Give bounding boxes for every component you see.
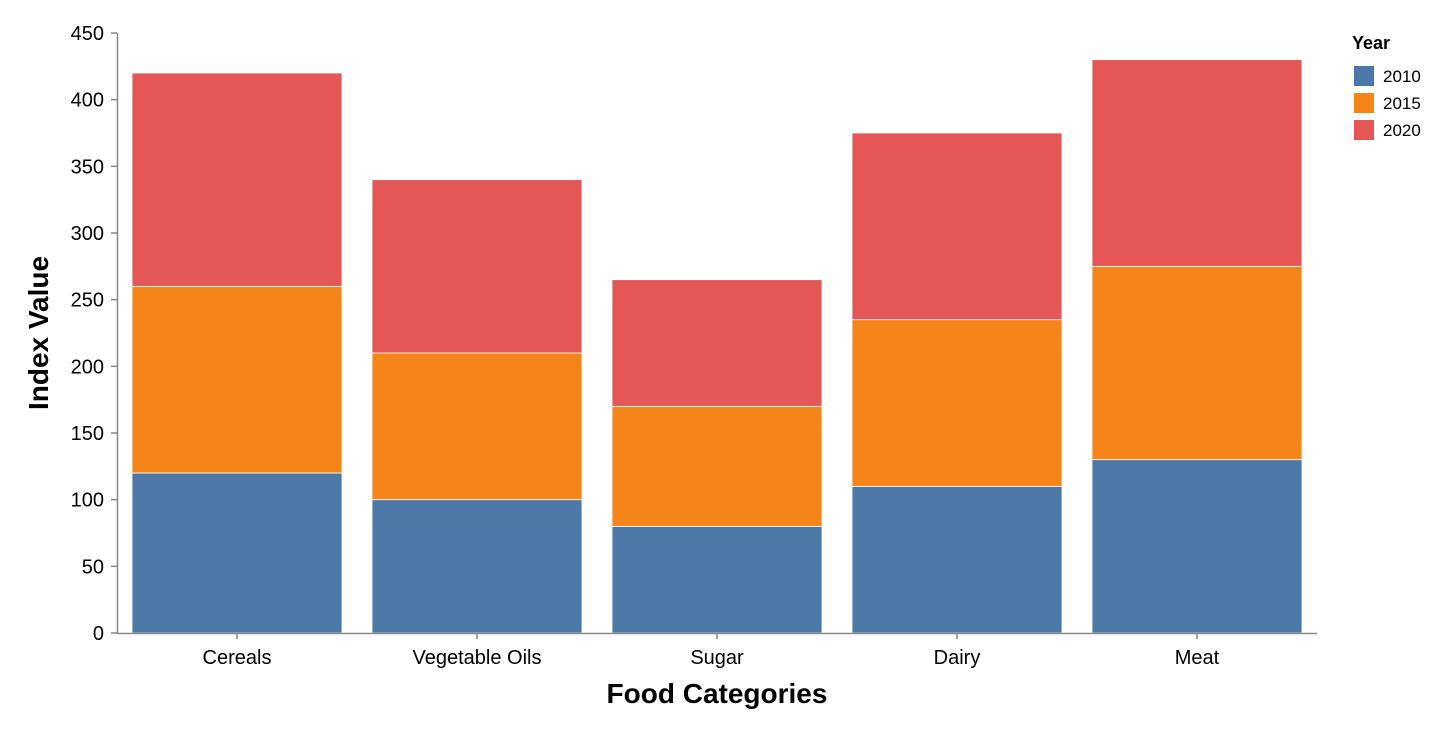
y-tick-label: 200 <box>71 356 104 378</box>
bar-segment-cereals-2020 <box>131 72 343 287</box>
x-axis-title: Food Categories <box>607 678 828 709</box>
x-tick-label: Sugar <box>690 647 744 669</box>
bar-segment-meat-2015 <box>1091 265 1303 461</box>
x-tick-label: Dairy <box>934 647 981 669</box>
bar-segment-cereals-2015 <box>131 285 343 474</box>
y-tick-label: 50 <box>82 556 104 578</box>
legend-swatch-2010 <box>1354 66 1374 86</box>
y-tick-label: 400 <box>71 90 104 112</box>
legend-label-2010: 2010 <box>1383 67 1421 86</box>
legend-swatch-2020 <box>1354 120 1374 140</box>
y-tick-label: 300 <box>71 223 104 245</box>
bar-segment-dairy-2015 <box>851 319 1063 487</box>
legend-label-2015: 2015 <box>1383 94 1421 113</box>
y-axis: 0 50 100 150 200 250 300 350 400 450 <box>71 23 119 645</box>
x-tick-label: Meat <box>1175 647 1220 669</box>
bar-segment-sugar-2020 <box>611 279 823 407</box>
bar-segment-meat-2010 <box>1091 459 1303 634</box>
x-tick-label: Cereals <box>203 647 272 669</box>
y-tick-label: 100 <box>71 490 104 512</box>
x-tick-label: Vegetable Oils <box>413 647 542 669</box>
y-tick-label: 150 <box>71 423 104 445</box>
bar-segment-vegetable-oils-2010 <box>371 499 583 634</box>
legend-items: 2010 2015 2020 <box>1354 66 1421 140</box>
y-tick-label: 450 <box>71 23 104 45</box>
y-tick-label: 250 <box>71 290 104 312</box>
x-axis: Cereals Vegetable Oils Sugar Dairy Meat <box>117 632 1317 669</box>
bar-segment-sugar-2010 <box>611 525 823 634</box>
legend-label-2020: 2020 <box>1383 121 1421 140</box>
legend-title: Year <box>1352 33 1390 53</box>
legend-swatch-2015 <box>1354 93 1374 113</box>
bar-segment-vegetable-oils-2020 <box>371 179 583 354</box>
bar-segment-meat-2020 <box>1091 59 1303 267</box>
bar-segment-cereals-2010 <box>131 472 343 634</box>
bar-segment-dairy-2020 <box>851 132 1063 321</box>
bars-layer <box>131 59 1303 634</box>
legend: Year 2010 2015 2020 <box>1352 33 1421 140</box>
bar-segment-sugar-2015 <box>611 405 823 527</box>
y-tick-label: 0 <box>93 623 104 645</box>
bar-segment-vegetable-oils-2015 <box>371 352 583 501</box>
y-axis-title: Index Value <box>23 256 54 410</box>
y-tick-label: 350 <box>71 156 104 178</box>
bar-segment-dairy-2010 <box>851 485 1063 634</box>
